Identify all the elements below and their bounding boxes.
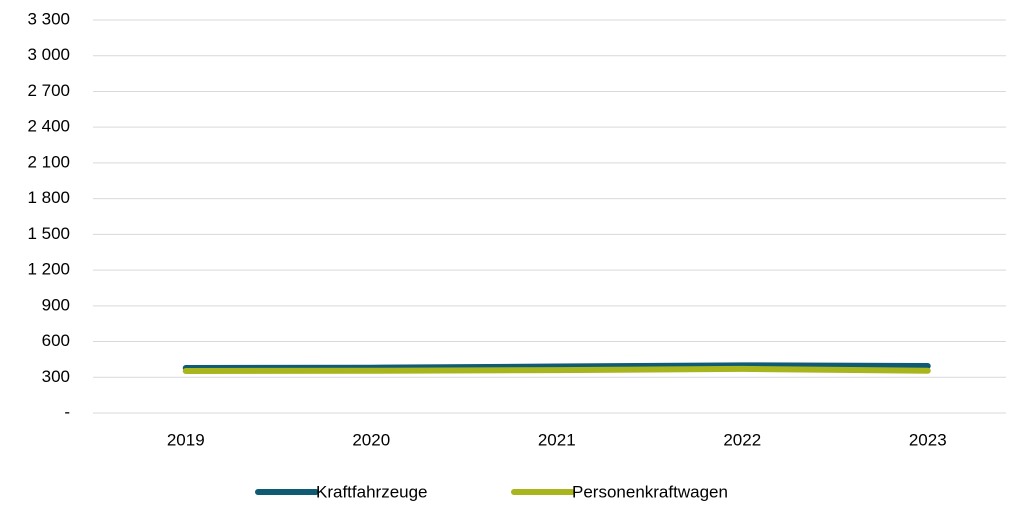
y-tick-label: 600 xyxy=(42,331,70,350)
legend-label: Personenkraftwagen xyxy=(572,482,728,501)
x-tick-label: 2020 xyxy=(352,430,390,449)
y-tick-label: 900 xyxy=(42,295,70,314)
legend-label: Kraftfahrzeuge xyxy=(316,482,428,501)
y-tick-label: 1 200 xyxy=(27,260,70,279)
y-tick-label: 1 500 xyxy=(27,224,70,243)
y-tick-label: 1 800 xyxy=(27,188,70,207)
y-tick-label: 3 000 xyxy=(27,45,70,64)
x-tick-label: 2021 xyxy=(538,430,576,449)
x-tick-label: 2019 xyxy=(167,430,205,449)
y-tick-label: - xyxy=(64,402,70,421)
y-tick-label: 2 700 xyxy=(27,81,70,100)
series-line xyxy=(182,365,931,374)
x-tick-label: 2023 xyxy=(909,430,947,449)
x-tick-label: 2022 xyxy=(723,430,761,449)
y-tick-label: 3 300 xyxy=(27,9,70,28)
y-tick-label: 2 100 xyxy=(27,152,70,171)
y-tick-label: 2 400 xyxy=(27,117,70,136)
y-tick-label: 300 xyxy=(42,367,70,386)
